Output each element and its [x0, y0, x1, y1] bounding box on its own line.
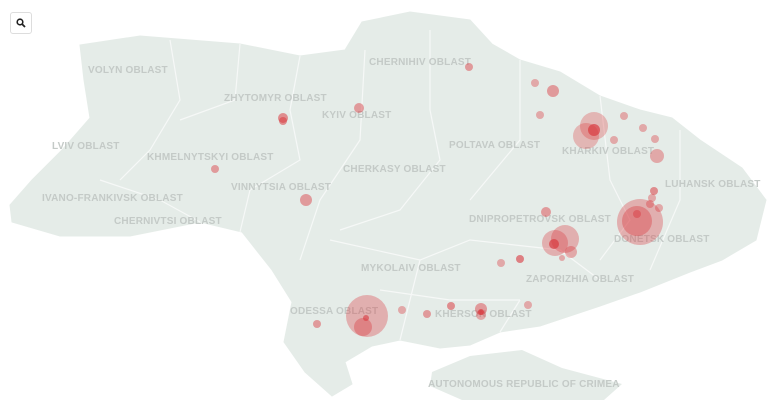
incident-marker[interactable]	[465, 63, 473, 71]
incident-marker[interactable]	[313, 320, 321, 328]
region-label: VOLYN OBLAST	[88, 65, 168, 76]
incident-marker[interactable]	[588, 124, 600, 136]
region-borders	[99, 30, 681, 341]
region-label: CHERNIVTSI OBLAST	[114, 216, 222, 227]
incident-marker[interactable]	[541, 207, 551, 217]
region-label: CHERNIHIV OBLAST	[369, 57, 471, 68]
incident-marker[interactable]	[565, 246, 577, 258]
region-label: AUTONOMOUS REPUBLIC OF CRIMEA	[428, 379, 620, 390]
region-label: KHMELNYTSKYI OBLAST	[147, 152, 274, 163]
incident-marker[interactable]	[648, 194, 656, 202]
incident-marker[interactable]	[354, 103, 364, 113]
region-label: DONETSK OBLAST	[614, 234, 710, 245]
incident-markers	[211, 63, 664, 337]
incident-marker[interactable]	[363, 315, 369, 321]
search-icon	[16, 18, 26, 28]
mainland-shape	[9, 11, 767, 397]
incident-marker[interactable]	[639, 124, 647, 132]
region-label: LUHANSK OBLAST	[665, 179, 761, 190]
incident-marker[interactable]	[354, 318, 372, 336]
region-label: LVIV OBLAST	[52, 141, 120, 152]
incident-marker[interactable]	[559, 255, 565, 261]
region-label: IVANO-FRANKIVSK OBLAST	[42, 193, 183, 204]
incident-marker[interactable]	[536, 111, 544, 119]
incident-marker[interactable]	[617, 199, 663, 245]
region-label: ODESSA OBLAST	[290, 306, 378, 317]
zoom-button[interactable]	[10, 12, 32, 34]
incident-marker[interactable]	[650, 187, 658, 195]
region-label: ZHYTOMYR OBLAST	[224, 93, 327, 104]
incident-marker[interactable]	[516, 255, 524, 263]
incident-marker[interactable]	[279, 117, 287, 125]
incident-marker[interactable]	[633, 210, 641, 218]
incident-marker[interactable]	[478, 309, 484, 315]
incident-marker[interactable]	[524, 301, 532, 309]
incident-marker[interactable]	[646, 200, 654, 208]
region-label: KHARKIV OBLAST	[562, 146, 654, 157]
region-label: MYKOLAIV OBLAST	[361, 263, 461, 274]
incident-marker[interactable]	[531, 79, 539, 87]
region-label: VINNYTSIA OBLAST	[231, 182, 331, 193]
incident-marker[interactable]	[655, 204, 663, 212]
land	[9, 11, 767, 400]
incident-marker[interactable]	[211, 165, 219, 173]
incident-marker[interactable]	[651, 135, 659, 143]
incident-marker[interactable]	[497, 259, 505, 267]
incident-marker[interactable]	[300, 194, 312, 206]
region-label: ZAPORIZHIA OBLAST	[526, 274, 634, 285]
region-label: POLTAVA OBLAST	[449, 140, 540, 151]
incident-marker[interactable]	[610, 136, 618, 144]
incident-marker[interactable]	[547, 85, 559, 97]
region-label: DNIPROPETROVSK OBLAST	[469, 214, 611, 225]
incident-marker[interactable]	[476, 310, 486, 320]
incident-marker[interactable]	[549, 239, 559, 249]
incident-marker[interactable]	[447, 302, 455, 310]
crimea-shape	[430, 350, 622, 400]
incident-marker[interactable]	[622, 206, 652, 236]
incident-marker[interactable]	[650, 149, 664, 163]
incident-marker[interactable]	[423, 310, 431, 318]
incident-marker[interactable]	[620, 112, 628, 120]
region-labels: VOLYN OBLAST ZHYTOMYR OBLAST KYIV OBLAST CH…	[42, 57, 761, 390]
incident-marker[interactable]	[398, 306, 406, 314]
region-label: KHERSON OBLAST	[435, 309, 532, 320]
region-label: CHERKASY OBLAST	[343, 164, 446, 175]
region-label: KYIV OBLAST	[322, 110, 391, 121]
